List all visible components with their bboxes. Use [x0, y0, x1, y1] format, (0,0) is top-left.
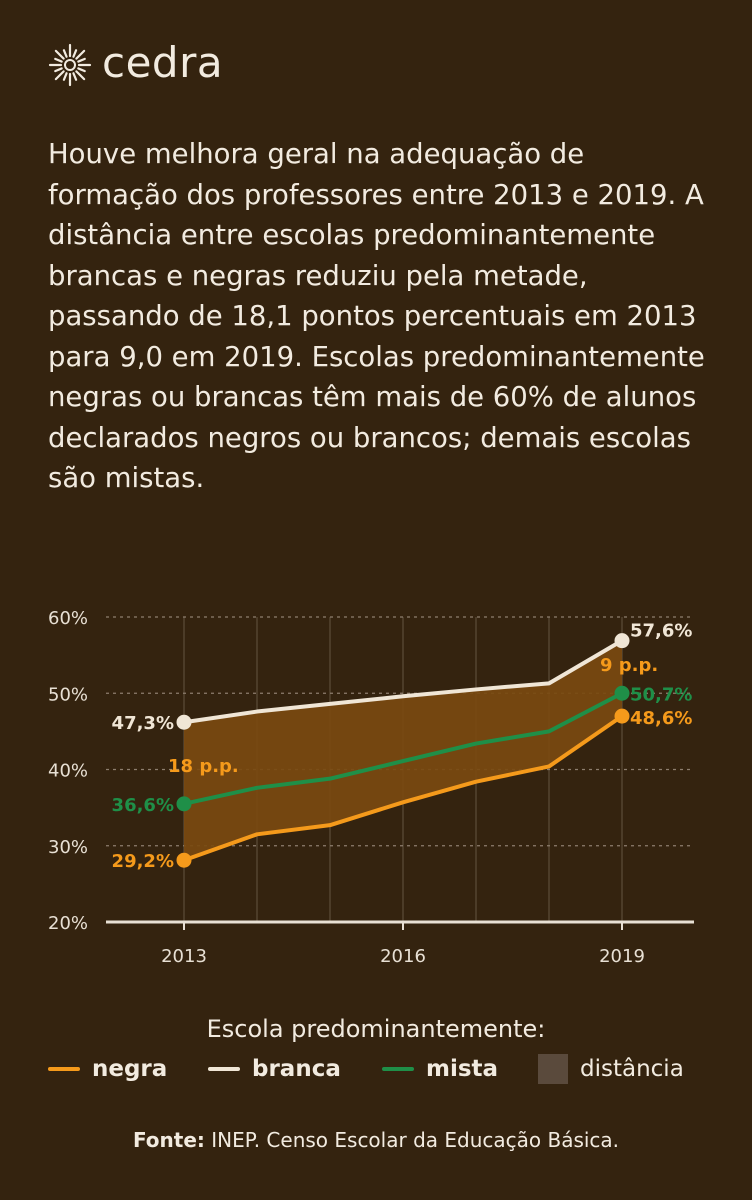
source-text: INEP. Censo Escolar da Educação Básica. — [211, 1128, 620, 1152]
legend-item-branca: branca — [208, 1052, 341, 1086]
legend-swatch-distancia — [538, 1054, 568, 1084]
label-branca-start: 47,3% — [112, 713, 174, 734]
legend-label-mista: mista — [426, 1056, 499, 1082]
series-line-mista — [182, 691, 624, 806]
series-line-negra — [182, 714, 624, 863]
label-branca-end: 57,6% — [630, 621, 692, 642]
series-line-branca — [182, 638, 624, 725]
sun-icon — [48, 43, 92, 87]
legend-label-distancia: distância — [580, 1056, 684, 1082]
x-tick-label: 2019 — [599, 946, 645, 967]
brand-name: cedra — [102, 37, 224, 87]
point-negra-start — [176, 852, 192, 868]
label-mista-start: 36,6% — [112, 795, 174, 816]
line-chart: 60% 50% 40% 30% 20% 2013 2016 2019 47,3% 36,6% 29… — [48, 608, 694, 967]
x-tick-label: 2013 — [161, 946, 207, 967]
y-tick-label: 50% — [48, 684, 88, 705]
point-negra-end — [614, 708, 630, 724]
legend-title: Escola predominantemente: — [206, 1015, 546, 1043]
label-negra-end: 48,6% — [630, 708, 692, 729]
legend-item-mista: mista — [382, 1052, 498, 1086]
point-branca-end — [614, 633, 630, 649]
point-mista-end — [614, 685, 630, 701]
point-branca-start — [176, 714, 192, 730]
point-mista-start — [176, 796, 192, 812]
y-tick-label: 60% — [48, 608, 88, 629]
distance-area — [184, 640, 622, 861]
y-tick-label: 40% — [48, 761, 88, 782]
legend-swatch-negra — [48, 1067, 80, 1071]
legend-item-distancia: distância — [538, 1052, 684, 1086]
brand-logo: cedra — [48, 37, 224, 90]
legend-item-negra: negra — [48, 1052, 167, 1086]
label-gap-start: 18 p.p. — [168, 756, 239, 777]
source-label: Fonte: — [132, 1128, 205, 1152]
x-tick-label: 2016 — [380, 946, 426, 967]
legend: negra branca mista distância — [48, 1052, 728, 1086]
y-tick-label: 30% — [48, 837, 88, 858]
legend-label-branca: branca — [252, 1056, 341, 1082]
legend-swatch-mista — [382, 1067, 414, 1071]
chart-description: Houve melhora geral na adequação de form… — [48, 138, 705, 494]
legend-swatch-branca — [208, 1067, 240, 1071]
label-gap-end: 9 p.p. — [600, 655, 658, 676]
label-negra-start: 29,2% — [112, 851, 174, 872]
label-mista-end: 50,7% — [630, 684, 692, 705]
source-note: Fonte: INEP. Censo Escolar da Educação B… — [0, 1128, 752, 1152]
legend-label-negra: negra — [92, 1056, 168, 1082]
y-tick-label: 20% — [48, 913, 88, 934]
